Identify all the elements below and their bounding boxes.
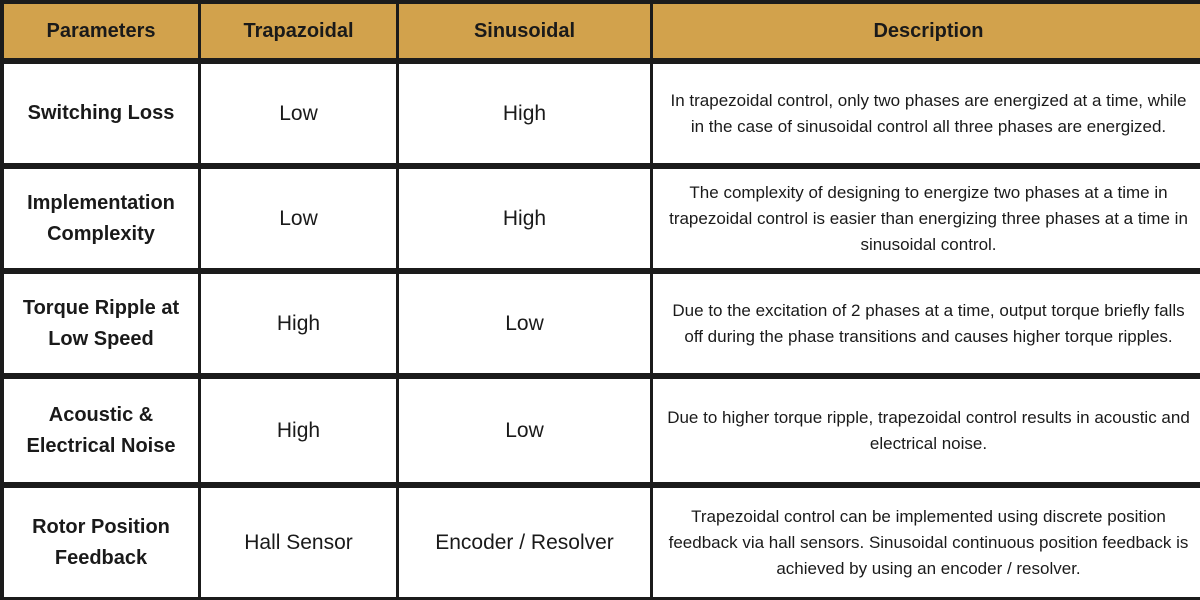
row-2-parameter: Implementation Complexity <box>4 169 198 268</box>
row-3-description: Due to the excitation of 2 phases at a t… <box>653 274 1200 373</box>
row-1-description: In trapezoidal control, only two phases … <box>653 64 1200 163</box>
row-4-trapazoidal: High <box>201 379 396 482</box>
row-1-sinusoidal: High <box>399 64 650 163</box>
row-5-description: Trapezoidal control can be implemented u… <box>653 488 1200 597</box>
row-2-description: The complexity of designing to energize … <box>653 169 1200 268</box>
header-parameters: Parameters <box>4 4 198 58</box>
row-5-parameter: Rotor Position Feedback <box>4 488 198 597</box>
row-1-parameter: Switching Loss <box>4 64 198 163</box>
row-4-description: Due to higher torque ripple, trapezoidal… <box>653 379 1200 482</box>
row-2-trapazoidal: Low <box>201 169 396 268</box>
row-4-parameter: Acoustic & Electrical Noise <box>4 379 198 482</box>
row-3-sinusoidal: Low <box>399 274 650 373</box>
row-4-sinusoidal: Low <box>399 379 650 482</box>
header-trapazoidal: Trapazoidal <box>201 4 396 58</box>
row-5-trapazoidal: Hall Sensor <box>201 488 396 597</box>
row-2-sinusoidal: High <box>399 169 650 268</box>
row-1-trapazoidal: Low <box>201 64 396 163</box>
row-5-sinusoidal: Encoder / Resolver <box>399 488 650 597</box>
row-3-parameter: Torque Ripple at Low Speed <box>4 274 198 373</box>
header-description: Description <box>653 4 1200 58</box>
row-3-trapazoidal: High <box>201 274 396 373</box>
header-sinusoidal: Sinusoidal <box>399 4 650 58</box>
